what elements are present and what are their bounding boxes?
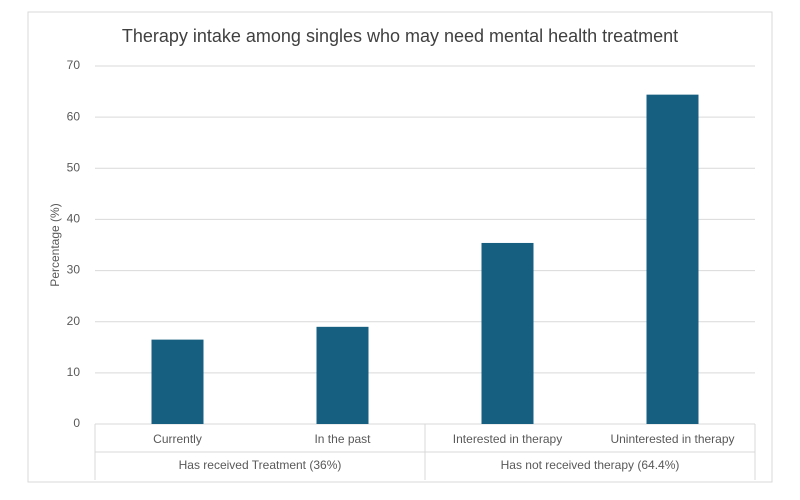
bar xyxy=(481,242,534,424)
bar xyxy=(151,339,204,424)
group-label: Has not received therapy (64.4%) xyxy=(501,458,680,472)
y-axis-label: Percentage (%) xyxy=(48,203,62,286)
chart-title: Therapy intake among singles who may nee… xyxy=(122,26,678,46)
y-tick-label: 20 xyxy=(67,314,81,328)
y-tick-label: 40 xyxy=(67,212,81,226)
y-tick-label: 10 xyxy=(67,365,81,379)
x-tick-label: In the past xyxy=(314,432,371,446)
y-tick-label: 70 xyxy=(67,58,81,72)
y-tick-label: 60 xyxy=(67,109,81,123)
bar xyxy=(316,326,369,424)
y-tick-label: 0 xyxy=(73,416,80,430)
y-tick-label: 30 xyxy=(67,263,81,277)
y-tick-label: 50 xyxy=(67,160,81,174)
x-tick-label: Currently xyxy=(153,432,202,446)
bar xyxy=(646,94,699,424)
x-tick-label: Uninterested in therapy xyxy=(610,432,734,446)
x-tick-label: Interested in therapy xyxy=(453,432,562,446)
group-label: Has received Treatment (36%) xyxy=(179,458,342,472)
